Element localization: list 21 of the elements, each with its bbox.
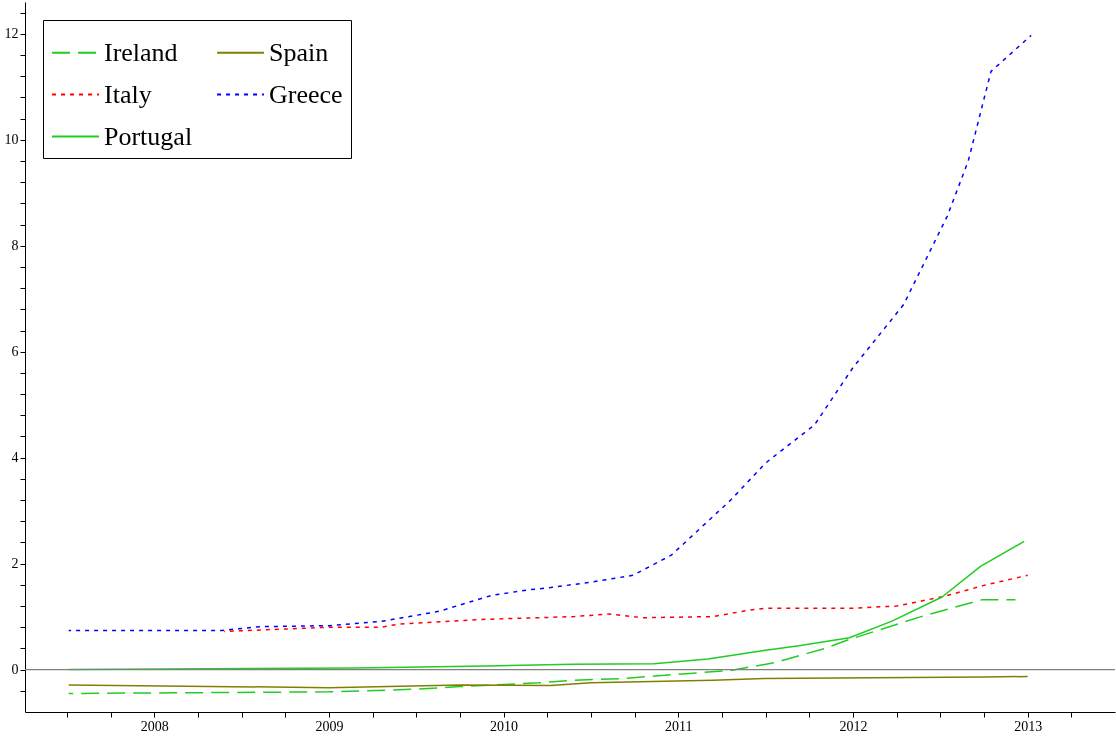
y-tick-label: 6	[11, 344, 19, 360]
y-tick-label: 2	[11, 556, 19, 572]
y-tick-label: 8	[11, 238, 19, 254]
legend-label: Ireland	[104, 37, 178, 67]
legend-label: Greece	[269, 79, 343, 109]
legend-label: Portugal	[104, 121, 193, 151]
x-tick-label: 2011	[665, 718, 693, 734]
line-series	[67, 34, 1032, 632]
legend-label: Spain	[269, 37, 329, 67]
y-tick-label: 10	[4, 132, 19, 148]
x-tick-label: 2010	[490, 718, 519, 734]
line-series	[67, 675, 1029, 689]
x-tick-label: 2008	[140, 718, 169, 734]
x-tick-label: 2013	[1014, 718, 1043, 734]
x-tick-label: 2012	[839, 718, 868, 734]
legend-label: Italy	[104, 79, 152, 109]
y-tick-label: 0	[11, 662, 19, 678]
y-tick-label: 12	[4, 26, 19, 42]
x-tick-label: 2009	[315, 718, 344, 734]
line-series	[223, 574, 1029, 633]
y-tick-label: 4	[11, 450, 19, 466]
